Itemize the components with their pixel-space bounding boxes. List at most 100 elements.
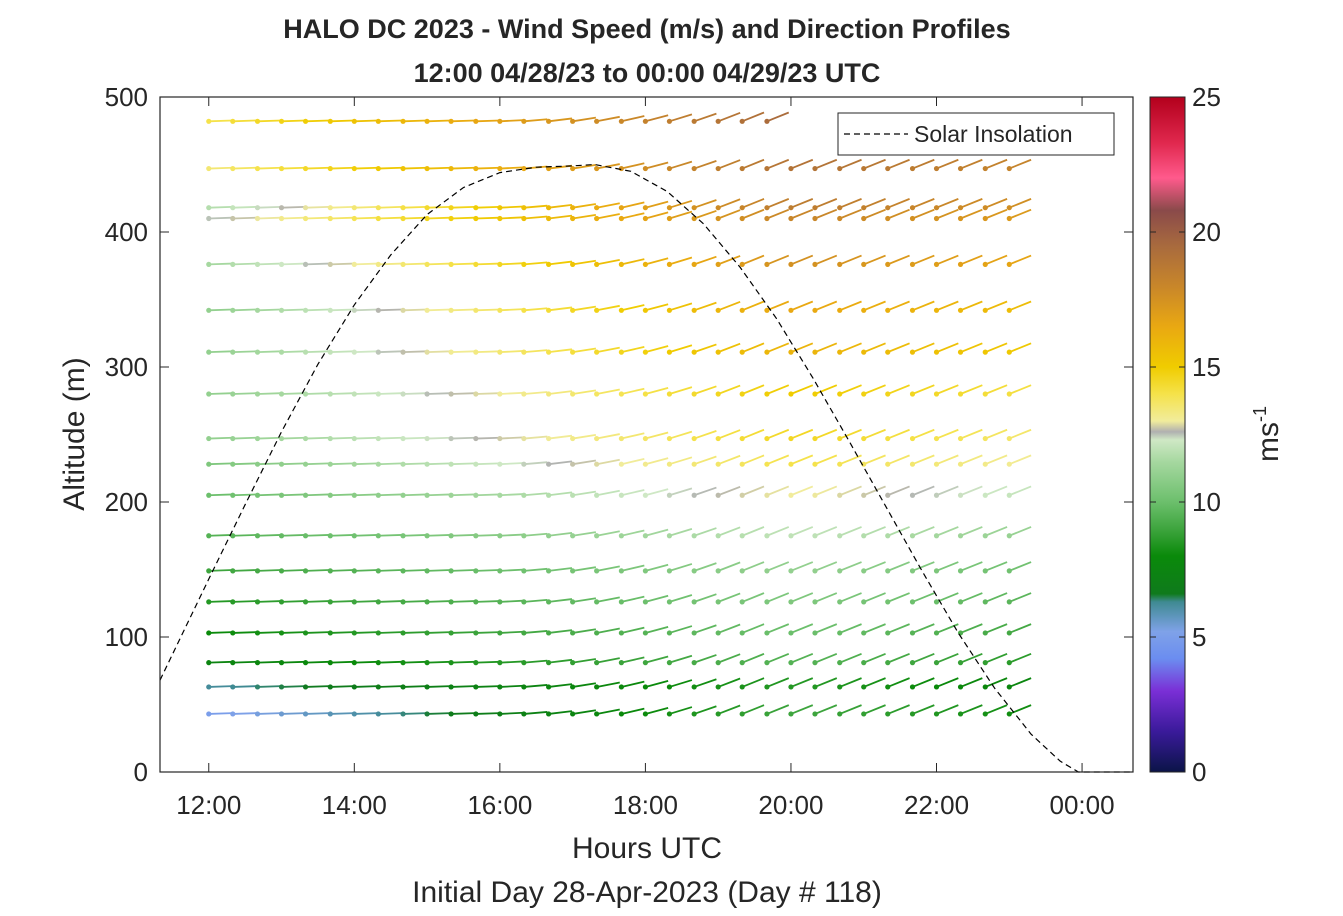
wind-barb-point xyxy=(473,492,479,498)
wind-barb-point xyxy=(400,660,406,666)
wind-barb-point xyxy=(618,215,624,222)
wind-barb xyxy=(741,485,765,497)
wind-barb-point xyxy=(739,630,745,636)
wind-barb xyxy=(863,704,886,715)
wind-barb xyxy=(451,392,475,395)
wind-barb-point xyxy=(1006,568,1012,574)
wind-barb xyxy=(305,631,330,634)
wind-barb-point xyxy=(278,165,285,172)
wind-barb-point xyxy=(230,261,236,267)
wind-barb xyxy=(330,436,354,440)
wind-barb xyxy=(354,119,378,123)
wind-barb-point xyxy=(739,492,745,498)
wind-barb xyxy=(475,216,500,220)
wind-barb xyxy=(281,660,306,664)
wind-barb-point xyxy=(302,261,309,267)
wind-barb-point xyxy=(861,533,867,539)
wind-barb-point xyxy=(982,307,988,313)
wind-barb xyxy=(354,660,378,664)
wind-barb xyxy=(475,166,500,170)
wind-barb-point xyxy=(764,391,770,397)
wind-barb xyxy=(887,454,910,466)
wind-barb-point xyxy=(351,630,357,636)
wind-barb-point xyxy=(521,118,527,124)
wind-barb-point xyxy=(812,684,818,690)
wind-barb-point xyxy=(351,492,357,498)
wind-barb xyxy=(232,308,257,312)
wind-barb-point xyxy=(278,599,285,605)
wind-barb-point xyxy=(642,349,649,355)
wind-barb xyxy=(354,712,378,715)
wind-barb xyxy=(863,208,886,220)
wind-barb xyxy=(232,205,257,209)
wind-barb-point xyxy=(254,568,261,574)
colorbar xyxy=(1149,96,1186,773)
wind-barb-point xyxy=(278,684,285,690)
wind-barb-point xyxy=(691,435,697,442)
wind-barb-point xyxy=(618,118,624,124)
wind-barb xyxy=(208,308,233,312)
wind-barb-point xyxy=(788,205,794,211)
wind-barb-point xyxy=(254,435,261,442)
wind-barb xyxy=(645,303,669,312)
wind-barb-point xyxy=(521,660,527,666)
wind-barb xyxy=(645,655,669,664)
wind-barb-point xyxy=(909,599,916,605)
wind-barb-point xyxy=(230,533,236,539)
wind-barb xyxy=(475,569,500,572)
wind-barb-point xyxy=(861,215,867,222)
wind-barb-point xyxy=(1006,461,1012,467)
wind-barb xyxy=(621,680,645,688)
wind-barb-point xyxy=(788,261,794,267)
wind-barb-point xyxy=(570,533,576,539)
wind-barb xyxy=(378,712,402,715)
wind-barb xyxy=(378,308,402,312)
wind-barb-point xyxy=(570,599,576,605)
wind-barb-point xyxy=(570,492,576,498)
wind-barb xyxy=(572,163,597,170)
wind-barb-point xyxy=(982,435,988,442)
wind-barb xyxy=(572,459,597,466)
wind-barb-point xyxy=(691,599,697,605)
wind-barb xyxy=(790,198,814,209)
wind-barb-point xyxy=(375,435,381,442)
wind-barb-point xyxy=(885,261,891,267)
wind-barb-point xyxy=(666,461,673,467)
wind-barb xyxy=(257,600,282,603)
wind-barb-point xyxy=(278,205,285,211)
wind-barb-point xyxy=(570,711,576,717)
wind-barb-point xyxy=(957,435,964,442)
wind-barb xyxy=(766,623,790,634)
wind-barb-point xyxy=(812,660,818,666)
wind-barb-point xyxy=(642,533,649,539)
wind-barb xyxy=(281,462,306,466)
wind-barb-point xyxy=(375,349,381,355)
wind-barb xyxy=(548,710,573,715)
wind-barb-point xyxy=(546,630,552,636)
wind-barb-point xyxy=(327,349,333,355)
y-axis: 0 100 200 300 400 500 xyxy=(105,82,1133,787)
wind-barb-point xyxy=(957,165,964,172)
wind-barb xyxy=(403,685,427,688)
wind-barb xyxy=(427,166,451,170)
chart-subtitle: 12:00 04/28/23 to 00:00 04/29/23 UTC xyxy=(414,58,881,88)
wind-barb xyxy=(475,262,500,266)
wind-barb-point xyxy=(448,533,454,539)
wind-barb-point xyxy=(206,461,212,467)
wind-barb xyxy=(936,198,959,209)
wind-barb xyxy=(208,462,233,466)
wind-barb xyxy=(451,631,475,634)
wind-barb xyxy=(305,262,330,266)
wind-barb-point xyxy=(861,307,867,313)
wind-barb xyxy=(475,308,500,312)
wind-barb xyxy=(984,254,1008,266)
wind-barb-point xyxy=(618,307,624,313)
wind-barb xyxy=(572,433,597,440)
wind-barb xyxy=(839,561,862,572)
wind-barb xyxy=(330,308,354,312)
wind-barb xyxy=(814,454,838,466)
wind-barb-point xyxy=(957,205,964,211)
wind-barb-point xyxy=(909,461,916,467)
wind-barb xyxy=(887,652,910,664)
wind-barb xyxy=(232,119,257,123)
